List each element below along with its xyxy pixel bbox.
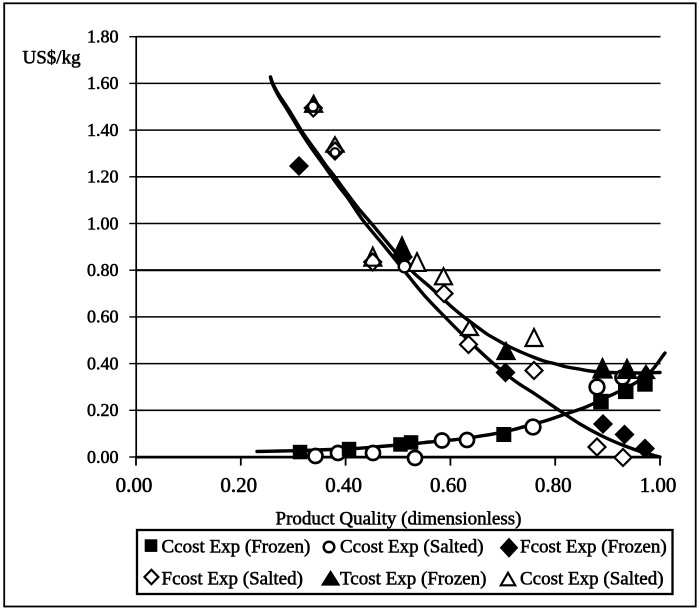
svg-text:1.80: 1.80	[87, 27, 119, 47]
svg-text:1.00: 1.00	[640, 473, 677, 497]
svg-text:1.60: 1.60	[87, 73, 119, 93]
svg-text:Tcost Exp (Frozen): Tcost Exp (Frozen)	[340, 569, 486, 590]
svg-text:Product Quality (dimensionless: Product Quality (dimensionless)	[276, 509, 522, 530]
svg-text:0.60: 0.60	[430, 473, 467, 497]
svg-text:0.00: 0.00	[116, 473, 153, 497]
svg-text:1.00: 1.00	[87, 213, 119, 233]
svg-text:1.20: 1.20	[87, 167, 119, 187]
svg-text:0.00: 0.00	[87, 447, 119, 467]
svg-text:Fcost Exp (Salted): Fcost Exp (Salted)	[162, 569, 303, 590]
svg-text:0.80: 0.80	[535, 473, 572, 497]
svg-text:Fcost Exp (Frozen): Fcost Exp (Frozen)	[520, 537, 667, 558]
svg-text:0.40: 0.40	[325, 473, 362, 497]
svg-text:Ccost Exp (Salted): Ccost Exp (Salted)	[340, 537, 484, 558]
svg-text:Ccost Exp (Salted): Ccost Exp (Salted)	[520, 569, 664, 590]
svg-text:0.60: 0.60	[87, 307, 119, 327]
svg-text:0.20: 0.20	[220, 473, 257, 497]
svg-text:0.40: 0.40	[87, 353, 119, 373]
svg-text:US$/kg: US$/kg	[23, 48, 82, 69]
svg-text:Ccost Exp (Frozen): Ccost Exp (Frozen)	[162, 537, 311, 558]
svg-text:0.80: 0.80	[87, 260, 119, 280]
svg-text:0.20: 0.20	[87, 400, 119, 420]
svg-text:1.40: 1.40	[87, 120, 119, 140]
